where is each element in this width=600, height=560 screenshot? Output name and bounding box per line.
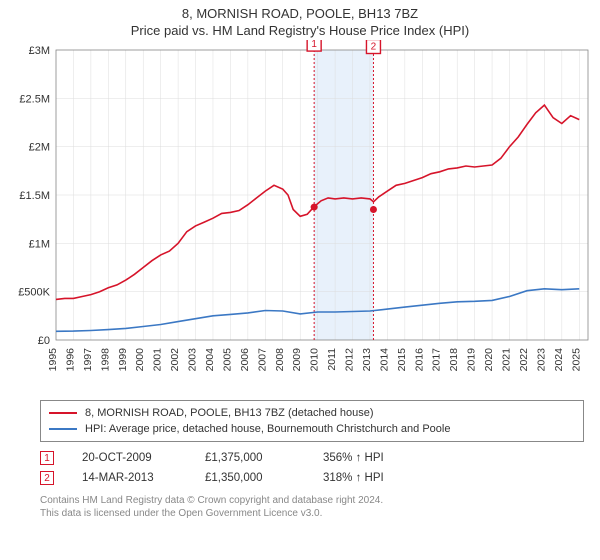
legend-item: 8, MORNISH ROAD, POOLE, BH13 7BZ (detach…	[49, 405, 575, 421]
x-tick-label: 2017	[431, 348, 443, 372]
y-tick-label: £500K	[18, 287, 50, 299]
x-tick-label: 2003	[187, 348, 199, 372]
y-tick-label: £1.5M	[19, 190, 50, 202]
x-tick-label: 2001	[152, 348, 164, 372]
legend-swatch	[49, 428, 77, 430]
sale-row: 1 20-OCT-2009 £1,375,000 356% ↑ HPI	[40, 448, 584, 468]
sale-point	[370, 206, 377, 213]
chart-title-line2: Price paid vs. HM Land Registry's House …	[0, 23, 600, 38]
x-tick-label: 1996	[64, 348, 76, 372]
x-tick-label: 2010	[309, 348, 321, 372]
legend: 8, MORNISH ROAD, POOLE, BH13 7BZ (detach…	[40, 400, 584, 442]
y-tick-label: £2.5M	[19, 93, 50, 105]
x-tick-label: 2013	[361, 348, 373, 372]
x-tick-label: 2000	[134, 348, 146, 372]
y-tick-label: £0	[38, 335, 50, 347]
sale-pct: 356% ↑ HPI	[323, 452, 433, 464]
x-tick-label: 2020	[483, 348, 495, 372]
x-tick-label: 1995	[47, 348, 59, 372]
y-tick-label: £2M	[29, 142, 50, 154]
x-tick-label: 2007	[256, 348, 268, 372]
x-tick-label: 2025	[570, 348, 582, 372]
footer-attribution: Contains HM Land Registry data © Crown c…	[40, 494, 584, 520]
line-chart: £0 £500K £1M £1.5M £2M £2.5M £3M 1995 1996 1997 19…	[0, 40, 600, 400]
x-tick-label: 2016	[413, 348, 425, 372]
x-tick-label: 1997	[82, 348, 94, 372]
chart-title-line1: 8, MORNISH ROAD, POOLE, BH13 7BZ	[0, 6, 600, 21]
x-tick-label: 2008	[274, 348, 286, 372]
sale-row: 2 14-MAR-2013 £1,350,000 318% ↑ HPI	[40, 468, 584, 488]
x-tick-label: 2009	[291, 348, 303, 372]
x-tick-label: 2019	[466, 348, 478, 372]
sale-date: 20-OCT-2009	[82, 452, 177, 464]
x-tick-label: 2002	[169, 348, 181, 372]
sale-marker-num: 2	[371, 42, 377, 53]
x-tick-label: 1998	[99, 348, 111, 372]
sale-date: 14-MAR-2013	[82, 472, 177, 484]
footer-line1: Contains HM Land Registry data © Crown c…	[40, 494, 584, 507]
sale-pct: 318% ↑ HPI	[323, 472, 433, 484]
x-tick-label: 2004	[204, 348, 216, 372]
legend-label: 8, MORNISH ROAD, POOLE, BH13 7BZ (detach…	[85, 405, 374, 421]
chart-title-block: 8, MORNISH ROAD, POOLE, BH13 7BZ Price p…	[0, 0, 600, 40]
x-tick-label: 2023	[535, 348, 547, 372]
legend-label: HPI: Average price, detached house, Bour…	[85, 421, 450, 437]
x-tick-label: 2024	[553, 348, 565, 372]
y-tick-label: £3M	[29, 45, 50, 57]
x-tick-label: 2005	[221, 348, 233, 372]
legend-swatch	[49, 412, 77, 414]
sale-marker-num: 1	[311, 40, 317, 50]
x-tick-label: 2014	[378, 348, 390, 372]
sale-price: £1,350,000	[205, 472, 295, 484]
footer-line2: This data is licensed under the Open Gov…	[40, 507, 584, 520]
x-tick-label: 2021	[501, 348, 513, 372]
x-tick-label: 2012	[344, 348, 356, 372]
legend-item: HPI: Average price, detached house, Bour…	[49, 421, 575, 437]
sale-point	[311, 204, 318, 211]
x-tick-label: 2011	[326, 348, 338, 371]
y-tick-label: £1M	[29, 238, 50, 250]
x-tick-label: 2006	[239, 348, 251, 372]
x-tick-label: 2022	[518, 348, 530, 372]
chart-area: £0 £500K £1M £1.5M £2M £2.5M £3M 1995 1996 1997 19…	[0, 40, 600, 400]
sale-row-marker: 1	[40, 451, 54, 465]
x-tick-label: 2018	[448, 348, 460, 372]
sale-row-marker: 2	[40, 471, 54, 485]
sale-price: £1,375,000	[205, 452, 295, 464]
sales-list: 1 20-OCT-2009 £1,375,000 356% ↑ HPI 2 14-MAR-…	[40, 448, 584, 488]
x-tick-label: 2015	[396, 348, 408, 372]
x-tick-label: 1999	[117, 348, 129, 372]
